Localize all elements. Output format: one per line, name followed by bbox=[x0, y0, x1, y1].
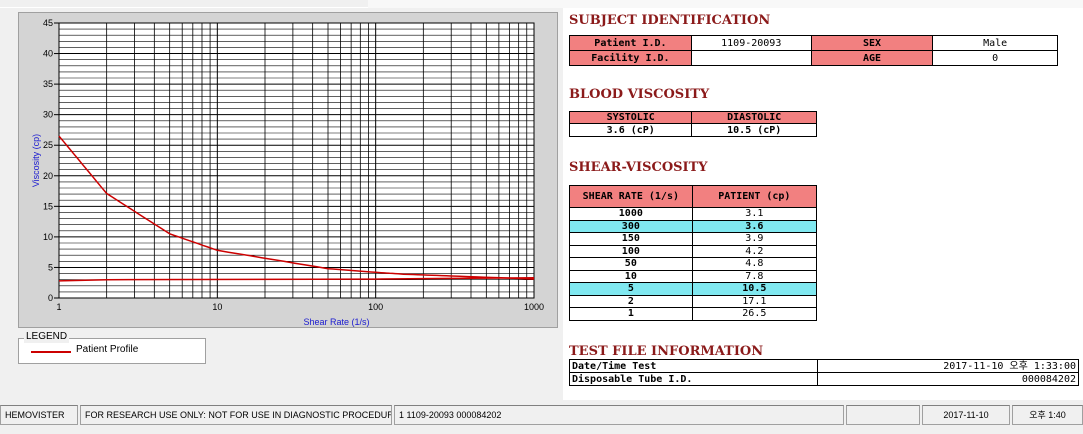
age-label: AGE bbox=[810, 50, 934, 66]
status-record: 1 1109-20093 000084202 bbox=[394, 405, 844, 425]
tube-id-value: 000084202 bbox=[816, 372, 1079, 386]
subject-title: SUBJECT IDENTIFICATION bbox=[569, 13, 771, 28]
y-tick-label: 45 bbox=[43, 18, 53, 28]
shear-rate-cell: 50 bbox=[569, 257, 693, 271]
patient-id-label: Patient I.D. bbox=[569, 35, 692, 51]
age-value: 0 bbox=[932, 50, 1058, 66]
y-tick-label: 30 bbox=[43, 110, 53, 120]
x-tick-label: 10 bbox=[212, 302, 222, 312]
facility-id-label: Facility I.D. bbox=[569, 50, 692, 66]
shear-rate-cell: 5 bbox=[569, 282, 693, 296]
status-notice: FOR RESEARCH USE ONLY: NOT FOR USE IN DI… bbox=[80, 405, 392, 425]
viscosity-cell: 3.9 bbox=[691, 232, 818, 246]
sex-label: SEX bbox=[810, 35, 934, 51]
shear-rate-cell: 2 bbox=[569, 294, 693, 308]
y-tick-label: 40 bbox=[43, 49, 53, 59]
y-tick-label: 5 bbox=[48, 262, 53, 272]
shear-rate-cell: 100 bbox=[569, 244, 693, 258]
viscosity-cell: 4.2 bbox=[691, 244, 818, 258]
patient-cp-header: PATIENT (cp) bbox=[691, 185, 818, 208]
datetime-value: 2017-11-10 오후 1:33:00 bbox=[816, 359, 1079, 373]
table-row: 1 26.5 bbox=[569, 307, 818, 321]
shear-rate-cell: 10 bbox=[569, 269, 693, 283]
y-tick-label: 0 bbox=[48, 293, 53, 303]
viscosity-cell: 10.5 bbox=[691, 282, 818, 296]
viscosity-cell: 4.8 bbox=[691, 257, 818, 271]
x-tick-label: 100 bbox=[368, 302, 383, 312]
y-tick-label: 35 bbox=[43, 79, 53, 89]
shear-rate-cell: 1 bbox=[569, 307, 693, 321]
facility-id-value bbox=[690, 50, 812, 66]
report-panel: SUBJECT IDENTIFICATION Patient I.D. 1109… bbox=[563, 8, 1083, 400]
table-row-highlight: 5 10.5 bbox=[569, 282, 818, 296]
x-axis-label: Shear Rate (1/s) bbox=[303, 317, 369, 327]
table-row-highlight: 300 3.6 bbox=[569, 219, 818, 233]
viscosity-chart: 0 5 10 15 20 25 30 35 40 45 1 10 100 1000 Shear Rate (… bbox=[18, 12, 558, 328]
legend-box: LEGEND Patient Profile bbox=[18, 331, 206, 364]
subject-table: Patient I.D. 1109-20093 SEX Male Facilit… bbox=[569, 35, 1058, 66]
plot-area bbox=[58, 22, 535, 299]
patient-id-value: 1109-20093 bbox=[690, 35, 812, 51]
legend-line-swatch bbox=[31, 351, 71, 353]
table-row: 50 4.8 bbox=[569, 257, 818, 271]
shear-viscosity-table: SHEAR RATE (1/s) PATIENT (cp) 1000 3.1 30… bbox=[569, 185, 818, 321]
viscosity-cell: 7.8 bbox=[691, 269, 818, 283]
table-row: 150 3.9 bbox=[569, 232, 818, 246]
systolic-label: SYSTOLIC bbox=[568, 111, 693, 124]
legend-label: Patient Profile bbox=[76, 344, 139, 355]
y-tick-label: 10 bbox=[43, 232, 53, 242]
table-row: 10 7.8 bbox=[569, 269, 818, 283]
datetime-label: Date/Time Test bbox=[569, 359, 818, 373]
x-tick-label: 1000 bbox=[524, 302, 544, 312]
top-strip bbox=[0, 0, 1083, 8]
systolic-value: 3.6 (cP) bbox=[568, 123, 693, 137]
status-date: 2017-11-10 bbox=[922, 405, 1010, 425]
status-bar: HEMOVISTER FOR RESEARCH USE ONLY: NOT FO… bbox=[0, 405, 1083, 434]
test-file-title: TEST FILE INFORMATION bbox=[569, 344, 764, 359]
y-axis-label: Viscosity (cp) bbox=[31, 134, 41, 187]
y-tick-label: 20 bbox=[43, 171, 53, 181]
chart-svg: 0 5 10 15 20 25 30 35 40 45 1 10 100 1000 Shear Rate (… bbox=[31, 18, 544, 327]
viscosity-cell: 17.1 bbox=[691, 294, 818, 308]
viscosity-cell: 3.6 bbox=[691, 219, 818, 233]
diastolic-label: DIASTOLIC bbox=[691, 111, 817, 124]
test-file-table: Date/Time Test 2017-11-10 오후 1:33:00 Dis… bbox=[569, 359, 1079, 386]
viscosity-cell: 3.1 bbox=[691, 207, 818, 221]
shear-viscosity-title: SHEAR-VISCOSITY bbox=[569, 160, 708, 175]
blood-viscosity-title: BLOOD VISCOSITY bbox=[569, 87, 710, 102]
status-app-name: HEMOVISTER bbox=[0, 405, 78, 425]
table-row: 2 17.1 bbox=[569, 294, 818, 308]
shear-rate-cell: 300 bbox=[569, 219, 693, 233]
table-row: 1000 3.1 bbox=[569, 207, 818, 221]
shear-rate-cell: 1000 bbox=[569, 207, 693, 221]
y-tick-label: 25 bbox=[43, 140, 53, 150]
status-time: 오후 1:40 bbox=[1012, 405, 1083, 425]
status-blank bbox=[846, 405, 920, 425]
x-tick-label: 1 bbox=[56, 302, 61, 312]
legend-title: LEGEND bbox=[24, 331, 70, 343]
viscosity-cell: 26.5 bbox=[691, 307, 818, 321]
shear-rate-cell: 150 bbox=[569, 232, 693, 246]
table-row: 100 4.2 bbox=[569, 244, 818, 258]
shear-rate-header: SHEAR RATE (1/s) bbox=[569, 185, 693, 208]
blood-viscosity-table: SYSTOLIC DIASTOLIC 3.6 (cP) 10.5 (cP) bbox=[568, 111, 817, 137]
y-tick-label: 15 bbox=[43, 201, 53, 211]
tube-id-label: Disposable Tube I.D. bbox=[569, 372, 818, 386]
diastolic-value: 10.5 (cP) bbox=[691, 123, 817, 137]
sex-value: Male bbox=[932, 35, 1058, 51]
